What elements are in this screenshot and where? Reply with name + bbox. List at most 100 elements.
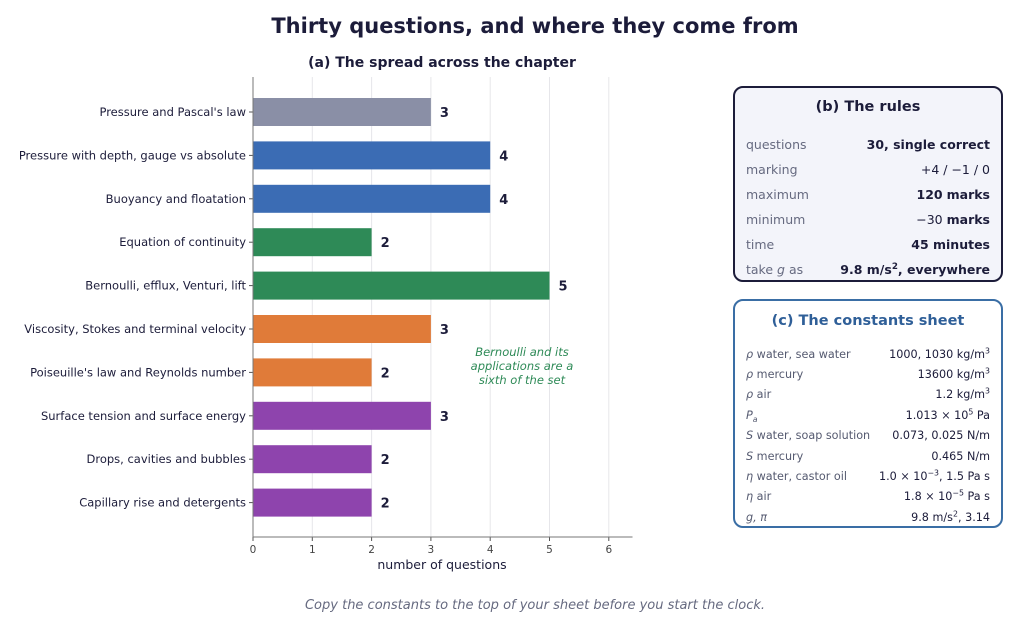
data-label: 2	[381, 236, 390, 251]
constant-value: 1.013 × 105 Pa	[905, 407, 990, 422]
constant-value-exponent: −3	[927, 468, 940, 478]
bar	[253, 488, 372, 517]
x-tick-label: 6	[605, 544, 612, 556]
constant-value-exponent: 3	[985, 345, 990, 355]
constant-row: η water, castor oil 1.0 × 10−3, 1.5 Pa s	[746, 466, 990, 486]
category-label: Viscosity, Stokes and terminal velocity	[24, 322, 246, 336]
x-axis-label: number of questions	[377, 557, 506, 572]
constants-panel: (c) The constants sheet ρ water, sea wat…	[733, 299, 1003, 528]
constant-value-main: 1000, 1030 kg/m	[889, 347, 986, 361]
constants-list: ρ water, sea water 1000, 1030 kg/m3 ρ me…	[746, 344, 990, 528]
constant-value: 1.8 × 10−5 Pa s	[904, 489, 991, 504]
category-label: Bernoulli, efflux, Venturi, lift	[85, 279, 246, 293]
annotation-line: applications are a	[471, 359, 574, 373]
rule-key-suffix: as	[788, 262, 804, 277]
rules-panel: (b) The rules questions 30, single corre…	[733, 86, 1003, 282]
constant-label: water, castor oil	[756, 470, 847, 484]
constant-key: Pa	[746, 408, 758, 424]
constant-symbol: P	[746, 408, 753, 422]
constant-key: S mercury	[746, 450, 803, 463]
bar	[253, 228, 372, 257]
category-label: Equation of continuity	[119, 235, 246, 249]
category-label: Buoyancy and floatation	[106, 192, 246, 206]
constant-row: η air 1.8 × 10−5 Pa s	[746, 487, 990, 507]
rules-list: questions 30, single correct marking +4 …	[746, 132, 990, 282]
rule-key: time	[746, 237, 775, 252]
constant-value-exponent: 3	[985, 366, 990, 376]
category-label: Surface tension and surface energy	[41, 409, 246, 423]
constant-value-exponent: 5	[968, 407, 974, 417]
bar	[253, 98, 431, 126]
rule-value-unit: marks	[946, 212, 990, 227]
rule-key-symbol: g	[777, 262, 785, 277]
constant-value: 0.073, 0.025 N/m	[892, 429, 990, 443]
constant-label: mercury	[756, 368, 804, 382]
category-label: Pressure with depth, gauge vs absolute	[19, 148, 246, 162]
category-label: Poiseuille's law and Reynolds number	[30, 365, 246, 379]
category-label: Drops, cavities and bubbles	[86, 452, 246, 466]
constant-row: ρ mercury 13600 kg/m3	[746, 364, 990, 384]
bar-chart: (a) The spread across the chapter 344253…	[19, 55, 633, 572]
rule-value-number: −30	[916, 212, 943, 227]
rule-key-prefix: take	[746, 262, 774, 277]
rule-value: 30, single correct	[866, 137, 990, 152]
footer-note: Copy the constants to the top of your sh…	[304, 598, 765, 613]
constant-value-suffix: Pa	[973, 408, 990, 422]
constant-value: 13600 kg/m3	[918, 366, 990, 381]
data-label: 2	[381, 497, 390, 512]
constant-key: η air	[746, 490, 771, 503]
constant-symbol: g, π	[746, 510, 767, 524]
constant-value-main: 1.013 × 10	[905, 408, 969, 422]
category-label: Pressure and Pascal's law	[99, 105, 246, 119]
data-label: 3	[440, 106, 449, 121]
constant-value: 1000, 1030 kg/m3	[889, 345, 990, 361]
constant-symbol: S	[746, 429, 754, 443]
constant-value-exponent: 3	[985, 386, 990, 396]
page-title: Thirty questions, and where they come fr…	[271, 14, 799, 38]
constant-value-suffix: Pa s	[963, 490, 991, 504]
constant-row: S mercury 0.465 N/m	[746, 446, 990, 466]
constant-value-main: 1.2 kg/m	[935, 388, 986, 402]
bars: 3 4 4 2 5 3 2 3 2 2	[253, 98, 568, 517]
rule-key: questions	[746, 137, 807, 152]
rule-key: take g as	[746, 262, 803, 277]
constant-label: water, sea water	[756, 347, 851, 361]
constant-key: ρ mercury	[746, 368, 803, 381]
data-label: 4	[499, 193, 508, 208]
constant-key: S water, soap solution	[746, 429, 870, 442]
data-label: 5	[559, 280, 568, 295]
bar	[253, 271, 550, 300]
bar	[253, 315, 431, 343]
data-label: 3	[440, 323, 449, 338]
constant-key: g, π	[746, 511, 767, 524]
x-tick-label: 5	[546, 544, 553, 556]
rule-value: 45 minutes	[911, 237, 990, 252]
constant-symbol: ρ	[746, 347, 754, 361]
constant-label: air	[756, 490, 772, 504]
rule-value-main: 9.8 m/s	[840, 262, 892, 277]
rule-key: minimum	[746, 212, 806, 227]
constant-symbol: S	[746, 449, 754, 463]
rule-row: maximum 120 marks	[746, 182, 990, 207]
constant-value-suffix: , 3.14	[957, 510, 990, 524]
constant-row: S water, soap solution 0.073, 0.025 N/m	[746, 426, 990, 446]
rule-value: 9.8 m/s2, everywhere	[840, 262, 990, 277]
bar	[253, 141, 491, 170]
data-label: 2	[381, 366, 390, 381]
data-label: 2	[381, 453, 390, 468]
constant-value: 1.2 kg/m3	[935, 386, 990, 402]
axes: 0 1 2 3 4 5 6 Pressure and Pascal's law Pressure…	[19, 77, 633, 556]
rule-row: questions 30, single correct	[746, 132, 990, 157]
constant-row: ρ water, sea water 1000, 1030 kg/m3	[746, 344, 990, 364]
constant-value-main: 1.0 × 10	[878, 470, 928, 484]
bar	[253, 401, 431, 430]
rule-value: −30 marks	[916, 212, 990, 227]
x-tick-label: 4	[487, 544, 494, 556]
rule-value-exponent: 2	[891, 261, 898, 272]
data-label: 4	[499, 149, 508, 164]
rule-key: marking	[746, 162, 798, 177]
rule-key: maximum	[746, 187, 809, 202]
constant-key: ρ air	[746, 388, 771, 401]
constant-row: ρ air 1.2 kg/m3	[746, 385, 990, 405]
